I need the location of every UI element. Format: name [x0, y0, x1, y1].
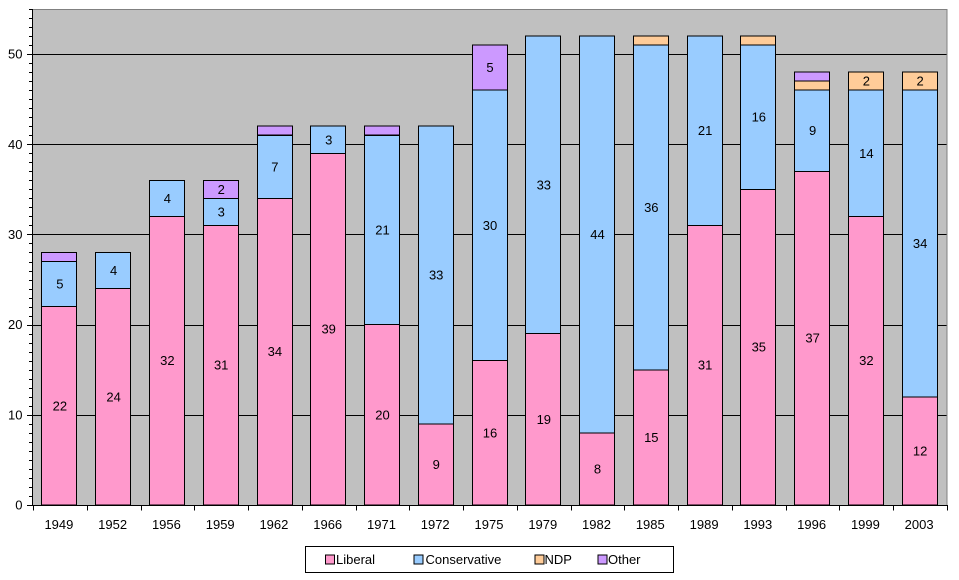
- svg-text:4: 4: [164, 191, 171, 206]
- svg-text:24: 24: [106, 389, 120, 404]
- svg-text:14: 14: [859, 146, 873, 161]
- svg-text:16: 16: [752, 110, 766, 125]
- svg-text:5: 5: [56, 277, 63, 292]
- svg-text:2: 2: [863, 74, 870, 89]
- svg-text:1982: 1982: [582, 517, 611, 532]
- svg-text:34: 34: [268, 344, 282, 359]
- svg-text:3: 3: [218, 204, 225, 219]
- svg-text:1989: 1989: [690, 517, 719, 532]
- svg-text:2: 2: [218, 182, 225, 197]
- svg-text:3: 3: [325, 132, 332, 147]
- svg-text:10: 10: [8, 407, 22, 422]
- svg-text:9: 9: [809, 123, 816, 138]
- svg-text:19: 19: [537, 412, 551, 427]
- svg-text:30: 30: [483, 218, 497, 233]
- svg-text:35: 35: [752, 340, 766, 355]
- svg-text:21: 21: [375, 222, 389, 237]
- svg-text:32: 32: [160, 353, 174, 368]
- svg-text:7: 7: [271, 159, 278, 174]
- svg-text:1999: 1999: [851, 517, 880, 532]
- svg-text:1996: 1996: [797, 517, 826, 532]
- svg-text:36: 36: [644, 200, 658, 215]
- svg-text:31: 31: [698, 358, 712, 373]
- svg-text:21: 21: [698, 123, 712, 138]
- svg-text:12: 12: [913, 443, 927, 458]
- svg-text:34: 34: [913, 236, 927, 251]
- svg-text:32: 32: [859, 353, 873, 368]
- svg-text:1993: 1993: [743, 517, 772, 532]
- svg-text:8: 8: [594, 461, 601, 476]
- svg-text:1979: 1979: [528, 517, 557, 532]
- svg-text:1962: 1962: [259, 517, 288, 532]
- svg-text:2: 2: [916, 74, 923, 89]
- svg-text:1972: 1972: [421, 517, 450, 532]
- svg-text:33: 33: [537, 177, 551, 192]
- svg-text:1952: 1952: [98, 517, 127, 532]
- svg-text:44: 44: [590, 227, 604, 242]
- svg-text:20: 20: [375, 407, 389, 422]
- svg-text:1966: 1966: [313, 517, 342, 532]
- svg-text:9: 9: [433, 457, 440, 472]
- svg-text:Conservative: Conservative: [426, 552, 502, 567]
- svg-text:0: 0: [15, 498, 22, 513]
- svg-text:Liberal: Liberal: [336, 552, 375, 567]
- svg-text:16: 16: [483, 425, 497, 440]
- svg-text:4: 4: [110, 263, 117, 278]
- svg-text:1971: 1971: [367, 517, 396, 532]
- svg-text:20: 20: [8, 317, 22, 332]
- svg-text:31: 31: [214, 358, 228, 373]
- svg-text:1975: 1975: [475, 517, 504, 532]
- svg-text:15: 15: [644, 430, 658, 445]
- svg-text:50: 50: [8, 47, 22, 62]
- svg-text:39: 39: [321, 322, 335, 337]
- svg-text:1959: 1959: [206, 517, 235, 532]
- svg-text:1985: 1985: [636, 517, 665, 532]
- svg-text:1956: 1956: [152, 517, 181, 532]
- svg-text:2003: 2003: [905, 517, 934, 532]
- svg-text:Other: Other: [608, 552, 641, 567]
- svg-text:33: 33: [429, 268, 443, 283]
- svg-text:1949: 1949: [44, 517, 73, 532]
- svg-text:37: 37: [805, 331, 819, 346]
- svg-text:5: 5: [486, 60, 493, 75]
- svg-text:22: 22: [53, 398, 67, 413]
- svg-text:30: 30: [8, 227, 22, 242]
- svg-text:40: 40: [8, 137, 22, 152]
- svg-text:NDP: NDP: [545, 552, 572, 567]
